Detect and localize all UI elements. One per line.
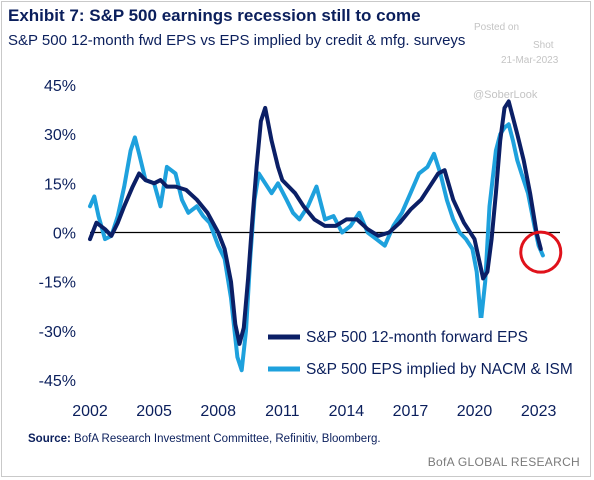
y-tick-label: 0% (53, 226, 76, 243)
y-axis-ticks: 45% 30% 15% 0% -15% -30% -45% (39, 78, 76, 390)
legend-label-implied-eps: S&P 500 EPS implied by NACM & ISM (306, 361, 573, 378)
watermark-handle: @SoberLook (473, 89, 538, 101)
y-tick-label: 45% (44, 78, 76, 95)
chart-subtitle: S&P 500 12-month fwd EPS vs EPS implied … (8, 32, 466, 49)
y-tick-label: 15% (44, 176, 76, 193)
series-line-forward-eps (88, 99, 543, 346)
highlight-circle (519, 230, 563, 274)
y-tick-label: -30% (39, 324, 76, 341)
y-tick-label: 30% (44, 127, 76, 144)
chart-title: Exhibit 7: S&P 500 earnings recession st… (8, 6, 421, 25)
y-tick-label: -45% (39, 373, 76, 390)
brand-footer: BofA GLOBAL RESEARCH (427, 455, 580, 469)
watermark-shot: Shot (533, 40, 554, 51)
series-layer (88, 99, 545, 373)
source-note: Source: BofA Research Investment Committ… (28, 433, 381, 445)
source-text: BofA Research Investment Committee, Refi… (74, 433, 381, 445)
x-tick-label: 2023 (521, 403, 557, 420)
watermark-posted: Posted on (474, 22, 520, 33)
x-axis-ticks: 2002 2005 2008 2011 2014 2017 2020 2023 (72, 403, 556, 420)
legend-label-forward-eps: S&P 500 12-month forward EPS (306, 329, 528, 346)
legend-background (262, 318, 574, 388)
x-tick-label: 2014 (329, 403, 365, 420)
x-tick-label: 2002 (72, 403, 108, 420)
x-tick-label: 2020 (457, 403, 493, 420)
source-label: Source: (28, 433, 71, 445)
y-tick-label: -15% (39, 275, 76, 292)
x-tick-label: 2017 (393, 403, 429, 420)
x-tick-label: 2011 (265, 403, 300, 420)
x-tick-label: 2005 (136, 403, 172, 420)
legend: S&P 500 12-month forward EPS S&P 500 EPS… (262, 318, 574, 388)
watermark-date: 21-Mar-2023 (501, 55, 559, 66)
x-tick-label: 2008 (200, 403, 236, 420)
